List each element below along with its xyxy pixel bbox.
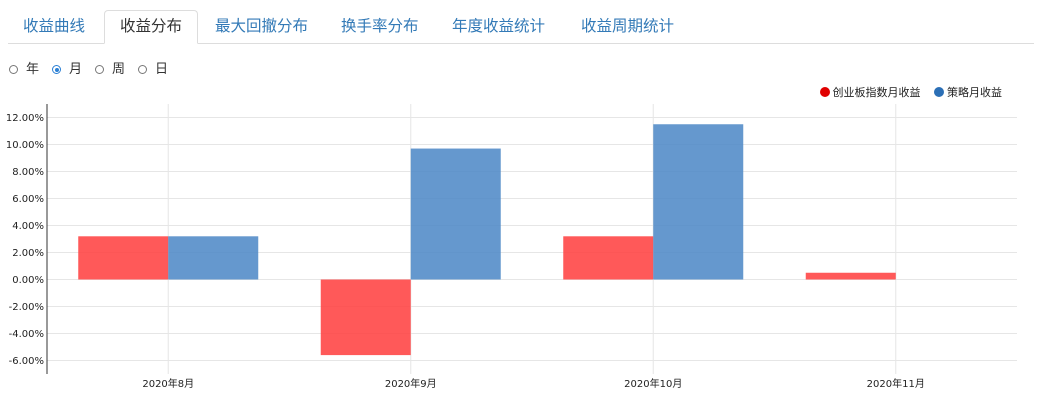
legend-item-strategy[interactable]: 策略月收益 bbox=[934, 84, 1002, 100]
bar-strategy bbox=[168, 236, 259, 280]
legend-dot-icon bbox=[934, 87, 944, 97]
bar-strategy bbox=[410, 148, 501, 280]
chart-tabs: 收益曲线 收益分布 最大回撤分布 换手率分布 年度收益统计 收益周期统计 bbox=[8, 10, 1034, 44]
bar-index bbox=[563, 236, 654, 280]
radio-label: 年 bbox=[26, 62, 40, 77]
y-tick-label: -4.00% bbox=[9, 329, 44, 340]
tab-max-drawdown-distribution[interactable]: 最大回撤分布 bbox=[215, 17, 309, 35]
y-tick-label: -2.00% bbox=[9, 302, 44, 313]
legend-label: 创业板指数月收益 bbox=[832, 86, 921, 99]
y-tick-label: 6.00% bbox=[12, 194, 44, 205]
radio-circle[interactable] bbox=[52, 65, 61, 74]
radio-label: 月 bbox=[69, 62, 83, 77]
bar-index bbox=[805, 272, 896, 280]
tab-return-period-stats[interactable]: 收益周期统计 bbox=[581, 17, 675, 35]
legend-label: 策略月收益 bbox=[947, 86, 1002, 99]
radio-label: 周 bbox=[112, 62, 126, 77]
x-tick-label: 2020年10月 bbox=[624, 377, 682, 390]
y-tick-label: 0.00% bbox=[12, 275, 44, 286]
chart-legend: 创业板指数月收益 策略月收益 bbox=[810, 84, 1002, 100]
legend-item-index[interactable]: 创业板指数月收益 bbox=[819, 84, 921, 100]
y-tick-label: 2.00% bbox=[12, 248, 44, 259]
tab-return-curve[interactable]: 收益曲线 bbox=[23, 17, 86, 35]
radio-label: 日 bbox=[155, 62, 169, 77]
tab-annual-return-stats[interactable]: 年度收益统计 bbox=[452, 17, 546, 35]
y-tick-label: -6.00% bbox=[9, 356, 44, 367]
x-tick-label: 2020年9月 bbox=[385, 377, 437, 390]
y-tick-label: 4.00% bbox=[12, 221, 44, 232]
tab-turnover-distribution[interactable]: 换手率分布 bbox=[341, 17, 419, 35]
legend-dot-icon bbox=[819, 87, 830, 97]
y-tick-label: 10.00% bbox=[6, 140, 44, 151]
bar-strategy bbox=[653, 124, 744, 280]
radio-circle[interactable] bbox=[95, 65, 104, 74]
radio-circle[interactable] bbox=[9, 65, 18, 74]
tab-return-distribution[interactable]: 收益分布 bbox=[104, 10, 199, 44]
bar-index bbox=[78, 236, 169, 280]
radio-circle[interactable] bbox=[138, 65, 147, 74]
x-tick-label: 2020年8月 bbox=[142, 377, 194, 390]
y-tick-label: 12.00% bbox=[6, 113, 44, 124]
bar-index bbox=[320, 279, 411, 356]
monthly-return-bar-chart: 12.00% 10.00% 8.00% 6.00% 4.00% 2.00% 0.00% -2.… bbox=[6, 104, 1017, 390]
y-tick-label: 8.00% bbox=[12, 167, 44, 178]
x-tick-label: 2020年11月 bbox=[867, 377, 925, 390]
